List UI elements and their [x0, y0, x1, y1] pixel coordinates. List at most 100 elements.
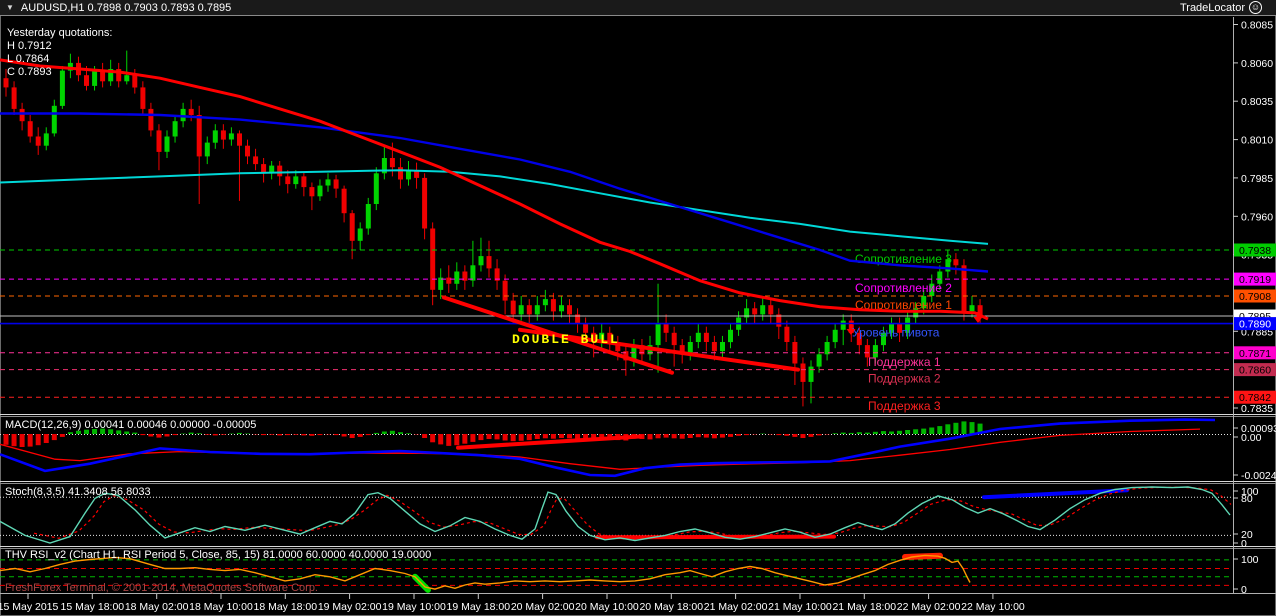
price-tag-box — [1234, 243, 1276, 257]
bear-candle — [27, 121, 33, 137]
bear-candle — [639, 345, 645, 355]
bear-candle — [341, 188, 347, 214]
price-tag-box — [1234, 289, 1276, 303]
price-tag-box — [1234, 346, 1276, 360]
bull-candle — [913, 308, 919, 318]
indicator-tick-label: 80 — [1241, 493, 1253, 505]
resistance-3-label: Сопротивление 3 — [855, 252, 952, 266]
bull-candle — [51, 105, 57, 134]
bear-candle — [116, 69, 122, 82]
bear-candle — [526, 305, 532, 315]
bull-candle — [559, 305, 564, 312]
bull-candle — [212, 130, 218, 143]
quotes-low: L 0.7864 — [7, 53, 50, 65]
bear-candle — [100, 70, 106, 82]
bull-candle — [172, 121, 178, 137]
bull-candle — [760, 305, 766, 315]
bear-candle — [156, 130, 162, 152]
bull-candle — [945, 259, 951, 272]
window-menu-icon[interactable]: ▼ — [6, 3, 14, 12]
tradelocator-brand: TradeLocator ☺ — [1180, 1, 1262, 14]
indicator-tick-label: 0 — [1241, 538, 1247, 550]
bull-candle — [454, 271, 460, 284]
brand-label: TradeLocator — [1179, 1, 1245, 14]
bear-candle — [196, 115, 202, 157]
bull-candle — [534, 305, 540, 315]
bear-candle — [309, 187, 315, 197]
bear-candle — [575, 314, 581, 324]
bear-candle — [671, 332, 677, 346]
symbol-title: AUDUSD,H1 0.7898 0.7903 0.7893 0.7895 — [20, 1, 232, 14]
price-tag-label: 0.7938 — [1239, 245, 1271, 257]
macd-main-line — [0, 418, 1216, 478]
bull-candle — [325, 179, 331, 186]
price-tag-label: 0.7919 — [1239, 274, 1271, 286]
bull-candle — [744, 308, 750, 318]
bull-candle — [124, 75, 130, 82]
bear-candle — [253, 156, 259, 165]
time-label: 21 May 02:00 — [704, 601, 768, 613]
bear-candle — [977, 305, 983, 316]
bear-candle — [752, 308, 758, 315]
yesterday-quotations: Yesterday quotations: H 0.7912 L 0.7864 … — [7, 27, 112, 79]
price-tick-label: 0.7960 — [1241, 211, 1273, 223]
bull-candle — [655, 323, 661, 346]
bear-candle — [583, 323, 589, 333]
bear-candle — [261, 164, 267, 174]
bull-candle — [695, 332, 701, 342]
bear-candle — [607, 332, 613, 342]
bear-candle — [567, 305, 572, 315]
stoch-indicator-label: Stoch(8,3,5) 41.3408 56.8033 — [5, 486, 151, 498]
bear-candle — [430, 228, 436, 290]
indicator-tick-label: 0.00 — [1241, 432, 1262, 444]
terminal-copyright: FreshForex Terminal, © 2001-2014, MetaQu… — [5, 582, 318, 594]
price-tag-label: 0.7871 — [1239, 348, 1271, 360]
bear-candle — [864, 345, 870, 358]
bull-candle — [969, 305, 975, 312]
bull-candle — [92, 70, 98, 86]
bull-candle — [881, 332, 886, 346]
macd-indicator-label: MACD(12,26,9) 0.00041 0.00046 0.00000 -0… — [5, 419, 257, 431]
time-label: 19 May 10:00 — [382, 601, 446, 613]
bull-candle — [872, 345, 878, 358]
bear-candle — [510, 300, 516, 315]
bull-candle — [808, 366, 814, 382]
bull-candle — [840, 320, 846, 330]
indicator-tick-label: 0 — [1241, 584, 1247, 596]
chart-title-bar: ▼ AUDUSD,H1 0.7898 0.7903 0.7893 0.7895 … — [0, 0, 1276, 16]
bear-candle — [422, 177, 428, 229]
bull-candle — [228, 133, 234, 140]
bull-candle — [728, 329, 733, 343]
bear-candle — [591, 332, 597, 342]
bull-candle — [108, 69, 114, 82]
bull-candle — [204, 142, 210, 157]
stoch-red-segment — [595, 534, 836, 540]
quotes-close: C 0.7893 — [7, 66, 52, 78]
bear-candle — [237, 133, 242, 146]
bear-candle — [389, 158, 395, 168]
macd-trend-segment — [456, 434, 642, 450]
bear-candle — [784, 326, 790, 342]
price-tag-box — [1234, 390, 1276, 404]
stoch-main-line — [0, 486, 1231, 544]
bull-candle — [687, 342, 693, 355]
bear-candle — [953, 259, 959, 266]
stoch-blue-segment — [982, 488, 1129, 500]
time-label: 15 May 2015 — [0, 601, 59, 613]
bull-candle — [67, 62, 73, 71]
bull-candle — [720, 342, 725, 352]
time-label: 21 May 18:00 — [832, 601, 896, 613]
support-2-label: Поддержка 2 — [868, 372, 941, 386]
bear-candle — [776, 314, 782, 327]
double-bull-annotation: DOUBLE BULL — [512, 332, 620, 347]
time-label: 18 May 02:00 — [125, 601, 189, 613]
bear-candle — [768, 305, 774, 315]
time-label: 20 May 02:00 — [511, 601, 575, 613]
bear-candle — [398, 167, 403, 180]
support-1-label: Поддержка 1 — [868, 355, 941, 369]
quotes-high: H 0.7912 — [7, 40, 52, 52]
bear-candle — [897, 323, 903, 333]
bear-candle — [285, 176, 291, 185]
bear-candle — [502, 280, 508, 301]
